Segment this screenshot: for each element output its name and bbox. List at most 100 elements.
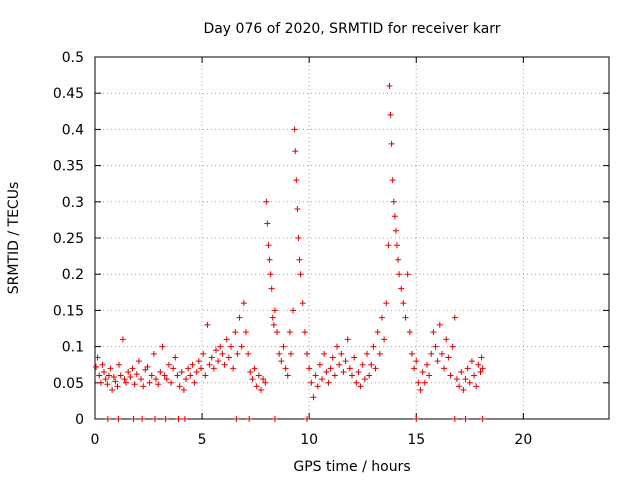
x-tick-label: 20 (514, 432, 532, 448)
data-point (402, 314, 409, 321)
data-point (428, 350, 435, 357)
y-tick-label: 0 (75, 412, 84, 428)
data-point (370, 343, 377, 350)
data-point (287, 350, 294, 357)
data-point (125, 368, 132, 375)
x-tick-label: 15 (407, 432, 425, 448)
data-point (363, 350, 370, 357)
zero-data-point (304, 416, 311, 422)
data-point (378, 314, 385, 321)
data-point (127, 374, 134, 381)
data-point (251, 365, 258, 372)
data-point (396, 271, 403, 278)
data-point (230, 365, 237, 372)
data-point (464, 365, 471, 372)
data-point (263, 198, 270, 205)
data-point (353, 379, 360, 386)
data-point (219, 350, 226, 357)
data-point (172, 354, 179, 361)
data-point (102, 376, 109, 383)
data-point (389, 177, 396, 184)
data-point (417, 387, 424, 394)
y-tick-label: 0.25 (53, 231, 84, 247)
data-point (387, 111, 394, 118)
chart-title: Day 076 of 2020, SRMTID for receiver kar… (203, 21, 500, 37)
data-point (342, 358, 349, 365)
data-point (462, 376, 469, 383)
data-point (400, 300, 407, 307)
data-point (408, 350, 415, 357)
y-tick-label: 0.2 (62, 267, 84, 283)
data-point (208, 354, 215, 361)
y-tick-label: 0.15 (53, 303, 84, 319)
data-point (215, 358, 222, 365)
data-point (100, 368, 107, 375)
zero-data-point (271, 416, 278, 422)
data-point (276, 350, 283, 357)
data-point (430, 329, 437, 336)
data-point (104, 381, 111, 388)
y-tick-label: 0.1 (62, 340, 84, 356)
data-point (170, 365, 177, 372)
data-point (436, 321, 443, 328)
data-point (456, 383, 463, 390)
y-tick-label: 0.05 (53, 376, 84, 392)
data-point (306, 365, 313, 372)
zero-data-point (175, 416, 182, 422)
data-point (293, 177, 300, 184)
data-point (232, 329, 239, 336)
data-point (97, 379, 104, 386)
data-point (359, 361, 366, 368)
data-point (257, 387, 264, 394)
data-point (413, 358, 420, 365)
data-point (191, 379, 198, 386)
data-point (150, 350, 157, 357)
data-point (393, 242, 400, 249)
data-point (334, 343, 341, 350)
zero-data-point (451, 416, 458, 422)
data-point (321, 350, 328, 357)
data-point (96, 372, 103, 379)
data-point (242, 329, 249, 336)
data-point (351, 354, 358, 361)
data-point (268, 285, 275, 292)
data-point (123, 379, 130, 386)
data-point (312, 372, 319, 379)
data-point (269, 314, 276, 321)
data-point (475, 361, 482, 368)
data-point (284, 372, 291, 379)
data-point (391, 213, 398, 220)
data-point (372, 365, 379, 372)
data-point (221, 361, 228, 368)
data-point (308, 379, 315, 386)
data-point (340, 368, 347, 375)
data-point (292, 148, 299, 155)
data-point (133, 371, 140, 378)
data-point (210, 365, 217, 372)
x-tick-label: 5 (198, 432, 207, 448)
data-point (206, 361, 213, 368)
zero-data-point (479, 416, 486, 422)
data-point (479, 365, 486, 372)
data-point (135, 358, 142, 365)
data-point (381, 336, 388, 343)
data-point (458, 368, 465, 375)
grid (95, 57, 609, 419)
zero-data-point (130, 416, 137, 422)
data-point (121, 376, 128, 383)
data-point (280, 343, 287, 350)
data-point (445, 354, 452, 361)
data-point (471, 372, 478, 379)
data-point (240, 300, 247, 307)
zero-data-point (413, 416, 420, 422)
data-point (385, 242, 392, 249)
data-point (140, 383, 147, 390)
data-point (93, 363, 100, 370)
data-point (304, 350, 311, 357)
data-point (291, 126, 298, 133)
data-point (434, 358, 441, 365)
data-point (398, 285, 405, 292)
data-point (346, 365, 353, 372)
data-point (168, 379, 175, 386)
